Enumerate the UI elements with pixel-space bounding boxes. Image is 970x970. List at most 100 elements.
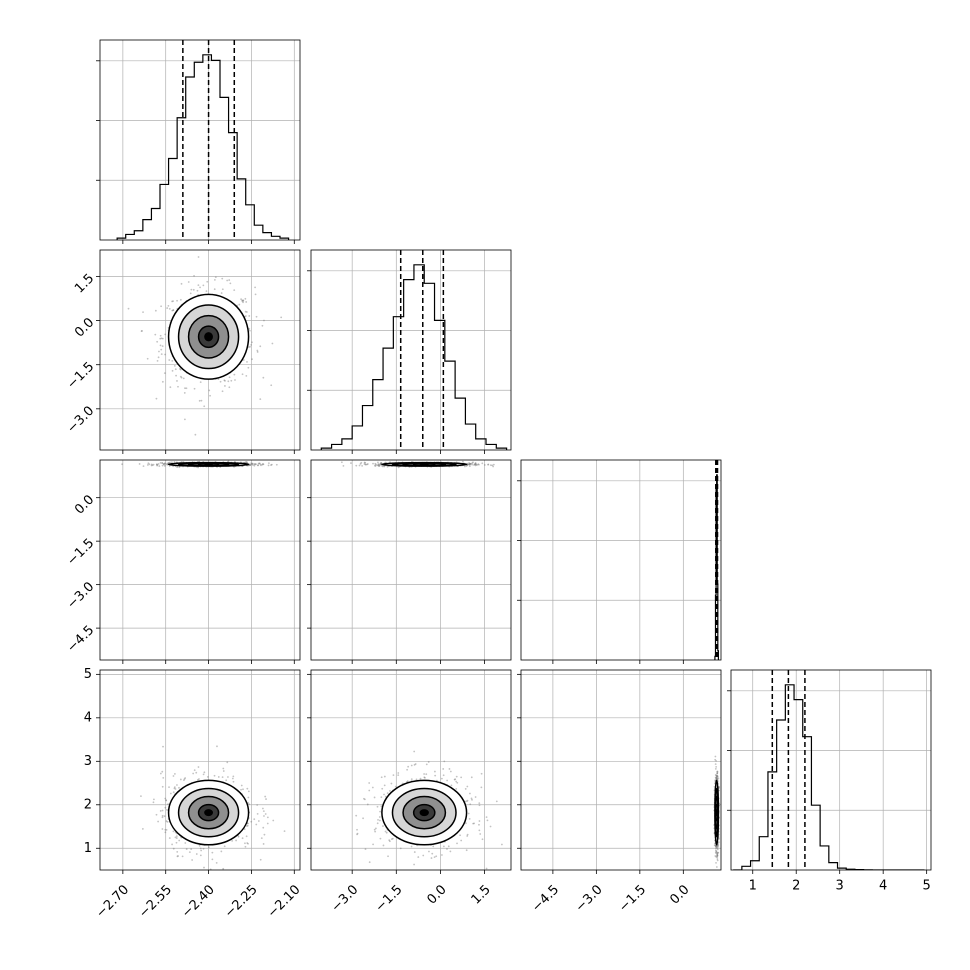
sample-point — [162, 463, 165, 465]
sample-point — [172, 830, 175, 833]
sample-point — [373, 796, 376, 799]
sample-point — [714, 845, 717, 848]
sample-point — [413, 763, 416, 766]
sample-point — [148, 463, 151, 466]
sample-point — [174, 788, 177, 790]
sample-point — [159, 772, 162, 775]
sample-point — [245, 461, 248, 464]
x-tick-label: 3 — [836, 879, 844, 894]
sample-point — [446, 779, 449, 782]
sample-point — [247, 842, 249, 845]
sample-point — [213, 288, 216, 291]
sample-point — [491, 464, 494, 467]
sample-point — [255, 315, 258, 318]
sample-point — [180, 282, 183, 285]
sample-point — [442, 845, 445, 848]
sample-point — [253, 463, 256, 466]
sample-point — [340, 461, 343, 464]
sample-point — [453, 778, 456, 781]
sample-point — [714, 767, 717, 770]
sample-point — [715, 861, 717, 864]
sample-point — [447, 845, 450, 848]
sample-point — [206, 776, 209, 778]
sample-point — [355, 814, 358, 817]
sample-point — [188, 851, 191, 854]
sample-point — [164, 797, 167, 800]
sample-point — [197, 256, 200, 258]
sample-point — [241, 300, 244, 302]
sample-point — [718, 837, 720, 840]
sample-point — [389, 789, 391, 792]
sample-point — [199, 381, 202, 384]
x-tick-label: −3.0 — [329, 882, 362, 915]
sample-point — [715, 774, 718, 777]
sample-point — [473, 464, 475, 466]
sample-point — [716, 855, 718, 857]
sample-point — [242, 299, 245, 302]
sample-point — [232, 780, 235, 783]
sample-point — [716, 775, 719, 778]
sample-point — [270, 464, 272, 466]
sample-point — [374, 830, 377, 833]
sample-point — [417, 856, 420, 858]
sample-point — [455, 775, 458, 778]
sample-point — [161, 770, 164, 773]
sample-point — [474, 796, 477, 798]
sample-point — [425, 763, 428, 766]
panel-frame — [520, 459, 722, 661]
panel-frame — [310, 459, 512, 661]
sample-point — [161, 816, 164, 819]
sample-point — [231, 839, 234, 842]
sample-point — [259, 345, 262, 348]
sample-point — [244, 297, 247, 300]
x-tick-label: 1 — [749, 879, 757, 894]
sample-point — [249, 464, 251, 466]
sample-point — [256, 349, 259, 352]
sample-point — [460, 776, 463, 779]
sample-point — [248, 329, 251, 332]
sample-point — [230, 379, 233, 382]
sample-point — [380, 462, 382, 464]
sample-point — [359, 462, 362, 465]
sample-point — [154, 333, 157, 336]
sample-point — [350, 462, 352, 464]
hist-panel-3 — [727, 669, 932, 871]
sample-point — [169, 386, 172, 389]
sample-point — [240, 788, 242, 791]
sample-point — [175, 374, 177, 377]
histogram-3 — [733, 684, 925, 870]
sample-point — [172, 309, 175, 311]
sample-point — [435, 855, 438, 858]
sample-point — [155, 463, 158, 466]
sample-point — [156, 463, 159, 466]
sample-point — [185, 387, 188, 390]
sample-point — [467, 812, 470, 815]
panel-frame — [310, 669, 512, 871]
contour-1 — [177, 787, 240, 838]
sample-point — [209, 394, 211, 397]
sample-point — [165, 820, 168, 822]
sample-point — [443, 760, 446, 763]
sample-point — [355, 464, 358, 467]
sample-point — [377, 465, 380, 467]
sample-point — [202, 284, 205, 287]
sample-point — [173, 460, 176, 463]
sample-point — [202, 773, 205, 776]
sample-point — [161, 337, 164, 340]
sample-point — [221, 390, 224, 393]
sample-point — [267, 464, 270, 467]
sample-point — [165, 463, 168, 465]
density-core — [204, 809, 213, 817]
sample-point — [714, 774, 717, 776]
sample-point — [363, 797, 365, 800]
sample-point — [227, 460, 230, 463]
sample-point — [716, 852, 719, 854]
sample-point — [469, 462, 472, 465]
sample-point — [141, 330, 143, 332]
sample-point — [246, 461, 248, 464]
sample-point — [170, 461, 173, 464]
sample-point — [251, 463, 253, 465]
sample-point — [410, 778, 413, 781]
sample-point — [455, 780, 458, 783]
sample-point — [379, 810, 381, 813]
